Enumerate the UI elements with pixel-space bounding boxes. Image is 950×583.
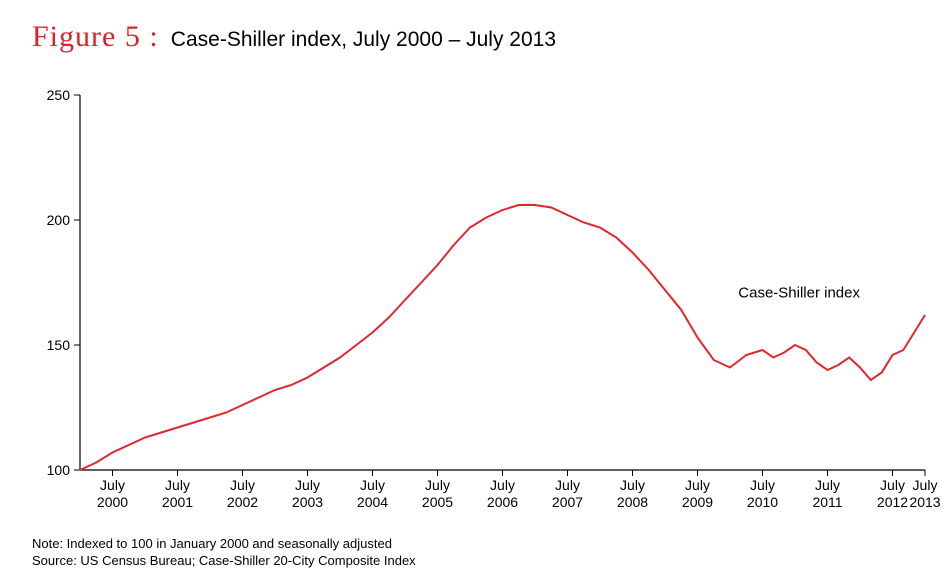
svg-text:2002: 2002	[227, 494, 258, 510]
footnote-source: Source: US Census Bureau; Case-Shiller 2…	[32, 553, 416, 568]
svg-text:July: July	[425, 477, 450, 493]
svg-text:2005: 2005	[422, 494, 453, 510]
svg-text:2004: 2004	[357, 494, 388, 510]
svg-text:July: July	[750, 477, 775, 493]
svg-text:July: July	[555, 477, 580, 493]
svg-text:2009: 2009	[682, 494, 713, 510]
svg-text:2007: 2007	[552, 494, 583, 510]
line-chart: 100150200250July2000July2001July2002July…	[0, 0, 950, 583]
svg-text:July: July	[165, 477, 190, 493]
footnote-note: Note: Indexed to 100 in January 2000 and…	[32, 536, 392, 551]
svg-text:2003: 2003	[292, 494, 323, 510]
svg-text:250: 250	[47, 87, 71, 103]
svg-text:Case-Shiller index: Case-Shiller index	[738, 285, 860, 302]
svg-text:July: July	[913, 477, 938, 493]
svg-text:July: July	[230, 477, 255, 493]
svg-text:2013: 2013	[909, 494, 940, 510]
svg-text:2001: 2001	[162, 494, 193, 510]
svg-text:2000: 2000	[97, 494, 128, 510]
svg-text:2012: 2012	[877, 494, 908, 510]
svg-text:100: 100	[47, 462, 71, 478]
svg-text:July: July	[685, 477, 710, 493]
svg-text:July: July	[360, 477, 385, 493]
svg-text:July: July	[880, 477, 905, 493]
svg-text:July: July	[815, 477, 840, 493]
svg-text:2006: 2006	[487, 494, 518, 510]
svg-text:200: 200	[47, 212, 71, 228]
svg-text:2010: 2010	[747, 494, 778, 510]
svg-text:2008: 2008	[617, 494, 648, 510]
svg-text:July: July	[620, 477, 645, 493]
svg-text:July: July	[100, 477, 125, 493]
svg-text:2011: 2011	[812, 494, 842, 510]
svg-text:150: 150	[47, 337, 71, 353]
svg-text:July: July	[490, 477, 515, 493]
svg-text:July: July	[295, 477, 320, 493]
